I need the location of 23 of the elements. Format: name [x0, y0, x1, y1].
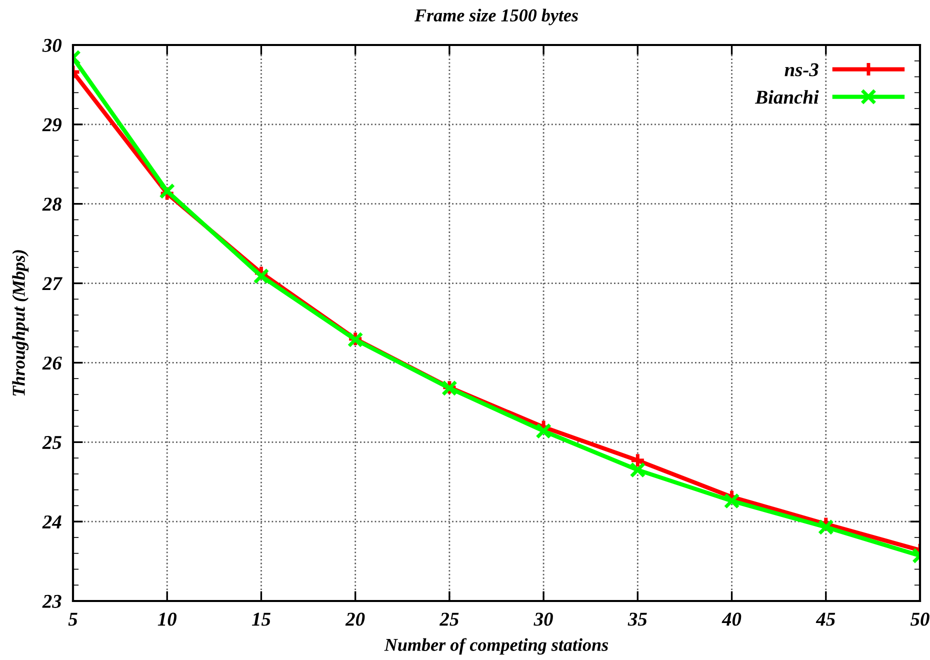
legend-label: ns-3	[784, 63, 818, 76]
x-tick-label: 30	[534, 612, 553, 626]
x-axis-title: Number of competing stations	[384, 638, 608, 655]
x-tick-label: 5	[68, 612, 78, 626]
y-tick-label: 25	[42, 436, 62, 450]
chart-title: Frame size 1500 bytes	[414, 8, 578, 26]
y-axis-title: Throughput (Mbps)	[12, 250, 29, 396]
x-tick-label: 20	[345, 612, 365, 626]
y-tick-label: 24	[42, 515, 62, 528]
x-tick-label: 40	[722, 612, 742, 626]
y-tick-label: 26	[42, 356, 62, 370]
y-tick-label: 29	[42, 118, 62, 132]
y-tick-label: 27	[42, 277, 63, 290]
x-tick-label: 45	[816, 612, 836, 626]
y-tick-label: 30	[42, 38, 62, 52]
x-tick-label: 10	[158, 612, 176, 626]
x-tick-label: 35	[628, 612, 647, 626]
x-tick-label: 50	[910, 612, 930, 626]
legend-label: Bianchi	[754, 90, 819, 104]
y-tick-label: 28	[42, 198, 62, 211]
y-tick-label: 23	[42, 594, 62, 608]
x-tick-label: 25	[439, 612, 459, 626]
x-tick-label: 15	[252, 612, 270, 626]
